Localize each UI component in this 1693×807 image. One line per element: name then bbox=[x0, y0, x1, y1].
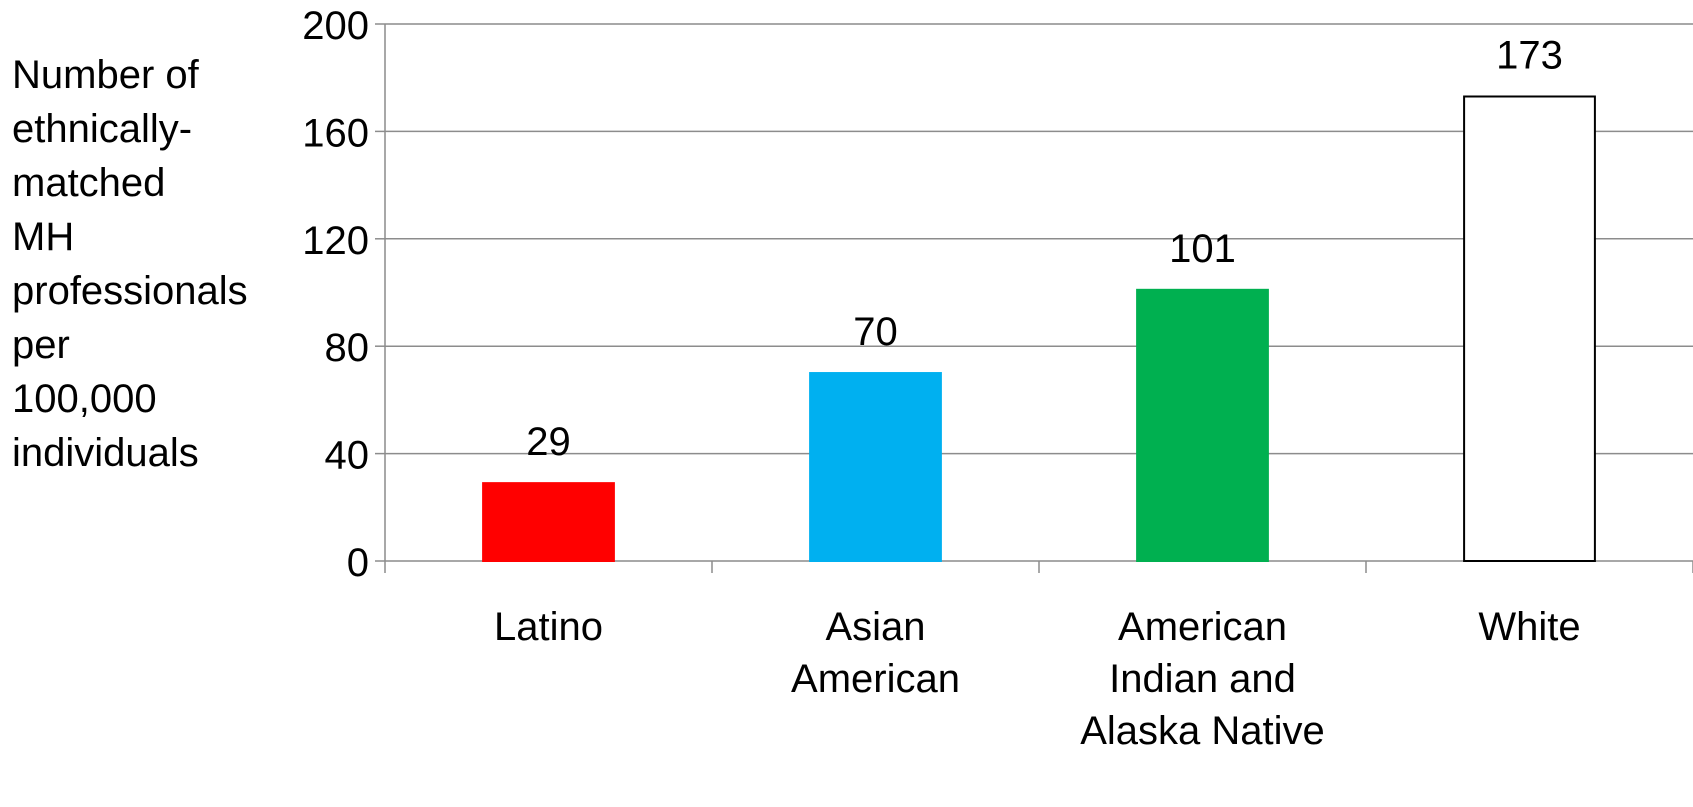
bar-0 bbox=[482, 482, 615, 563]
x-category-label-2: American Indian and Alaska Native bbox=[1080, 605, 1325, 753]
bar-3 bbox=[1463, 95, 1596, 563]
data-label-0: 29 bbox=[526, 420, 571, 464]
bar-2 bbox=[1136, 288, 1269, 562]
data-label-3: 173 bbox=[1496, 33, 1563, 77]
y-tick-label-40: 40 bbox=[325, 434, 370, 478]
y-tick-label-0: 0 bbox=[347, 541, 369, 585]
data-label-1: 70 bbox=[853, 310, 898, 354]
y-tick-label-120: 120 bbox=[302, 219, 369, 263]
x-category-label-0: Latino bbox=[494, 605, 603, 649]
y-tick-label-80: 80 bbox=[325, 326, 370, 370]
x-category-label-1: Asian American bbox=[791, 605, 960, 701]
bar-1 bbox=[809, 372, 942, 562]
data-label-2: 101 bbox=[1169, 227, 1236, 271]
y-tick-label-200: 200 bbox=[302, 4, 369, 48]
x-category-label-3: White bbox=[1478, 605, 1580, 649]
y-tick-label-160: 160 bbox=[302, 111, 369, 155]
y-axis-label: Number of ethnically- matched MH profess… bbox=[12, 53, 248, 475]
